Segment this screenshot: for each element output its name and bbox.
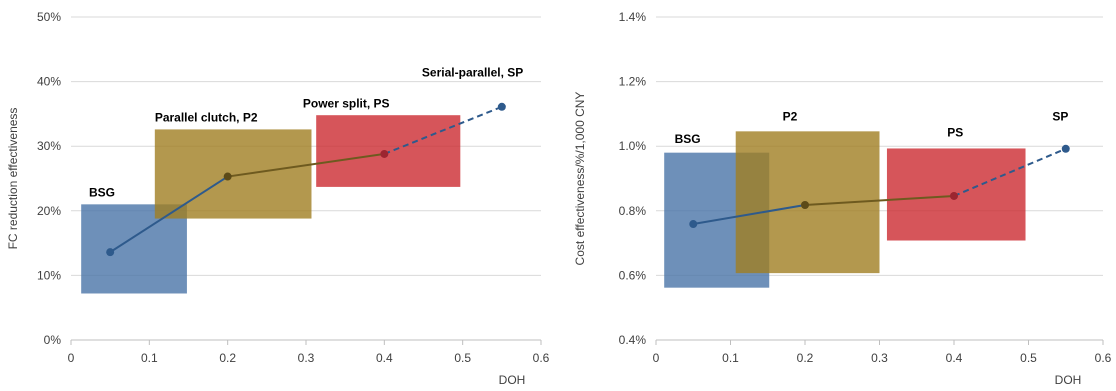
box-label-parallel-clutch-p2: Parallel clutch, P2 bbox=[155, 111, 258, 125]
x-axis-title: DOH bbox=[1055, 373, 1082, 387]
y-tick-label: 20% bbox=[37, 204, 61, 218]
chart-cost-effectiveness: 0.4% 0.6% 0.8% 1.0% 1.2% 1.4% 0 0.1 0.2 0.3 0.4 0.5… bbox=[573, 10, 1112, 387]
line-segment bbox=[693, 204, 806, 226]
data-point bbox=[950, 191, 958, 200]
line-segment bbox=[109, 175, 229, 253]
data-point bbox=[497, 102, 506, 111]
y-tick-label: 0.8% bbox=[619, 204, 647, 218]
box-label-p2: P2 bbox=[783, 109, 798, 123]
x-tick-label: 0.5 bbox=[1020, 351, 1037, 365]
x-tick-label: 0.3 bbox=[298, 351, 315, 365]
data-point bbox=[106, 248, 115, 257]
box-label-serial-parallel-sp: Serial-parallel, SP bbox=[422, 65, 523, 79]
x-tick-label: 0 bbox=[653, 351, 660, 365]
y-tick-label: 30% bbox=[37, 139, 61, 153]
x-tick-label: 0.6 bbox=[533, 351, 550, 365]
box-label-power-split-ps: Power split, PS bbox=[303, 96, 390, 110]
y-axis-title: Cost effectiveness/%/1,000 CNY bbox=[573, 92, 587, 266]
y-tick-label: 10% bbox=[37, 268, 61, 282]
y-axis-title: FC reduction effectiveness bbox=[6, 108, 20, 250]
box-parallel-clutch-p2 bbox=[154, 129, 312, 219]
y-tick-label: 0% bbox=[44, 333, 62, 347]
data-point bbox=[801, 200, 809, 209]
x-tick-label: 0.6 bbox=[1095, 351, 1112, 365]
chart-fc-reduction: 0% 10% 20% 30% 40% 50% 0 0.1 0.2 0.3 0.4 0.5 0.6 DOH F… bbox=[6, 10, 550, 387]
y-tick-label: 1.0% bbox=[619, 139, 647, 153]
y-tick-label: 0.4% bbox=[619, 333, 647, 347]
y-tick-label: 0.6% bbox=[619, 268, 647, 282]
y-tick-label: 1.2% bbox=[619, 75, 647, 89]
data-point bbox=[1061, 144, 1070, 153]
x-tick-label: 0.5 bbox=[454, 351, 471, 365]
box-label-ps: PS bbox=[947, 126, 963, 140]
x-tick-label: 0.2 bbox=[797, 351, 814, 365]
y-tick-label: 40% bbox=[37, 75, 61, 89]
x-tick-label: 0.3 bbox=[871, 351, 888, 365]
y-tick-label: 1.4% bbox=[619, 10, 647, 24]
data-point bbox=[689, 220, 698, 229]
x-tick-label: 0.4 bbox=[946, 351, 963, 365]
x-tick-label: 0 bbox=[68, 351, 75, 365]
line-segment bbox=[227, 152, 385, 178]
x-tick-label: 0.2 bbox=[219, 351, 236, 365]
line-segment-dashed bbox=[953, 147, 1067, 197]
x-tick-label: 0.4 bbox=[376, 351, 393, 365]
x-axis-title: DOH bbox=[499, 373, 526, 387]
data-point bbox=[380, 149, 389, 158]
y-tick-label: 50% bbox=[37, 10, 61, 24]
x-tick-label: 0.1 bbox=[141, 351, 158, 365]
line-segment bbox=[804, 194, 955, 206]
box-label-bsg: BSG bbox=[675, 132, 701, 146]
x-tick-label: 0.1 bbox=[722, 351, 739, 365]
data-point bbox=[223, 172, 232, 181]
box-label-bsg: BSG bbox=[89, 186, 115, 200]
box-power-split-ps bbox=[316, 115, 461, 187]
line-segment-dashed bbox=[383, 105, 503, 155]
box-label-sp: SP bbox=[1052, 109, 1068, 123]
box-bsg bbox=[81, 204, 187, 294]
